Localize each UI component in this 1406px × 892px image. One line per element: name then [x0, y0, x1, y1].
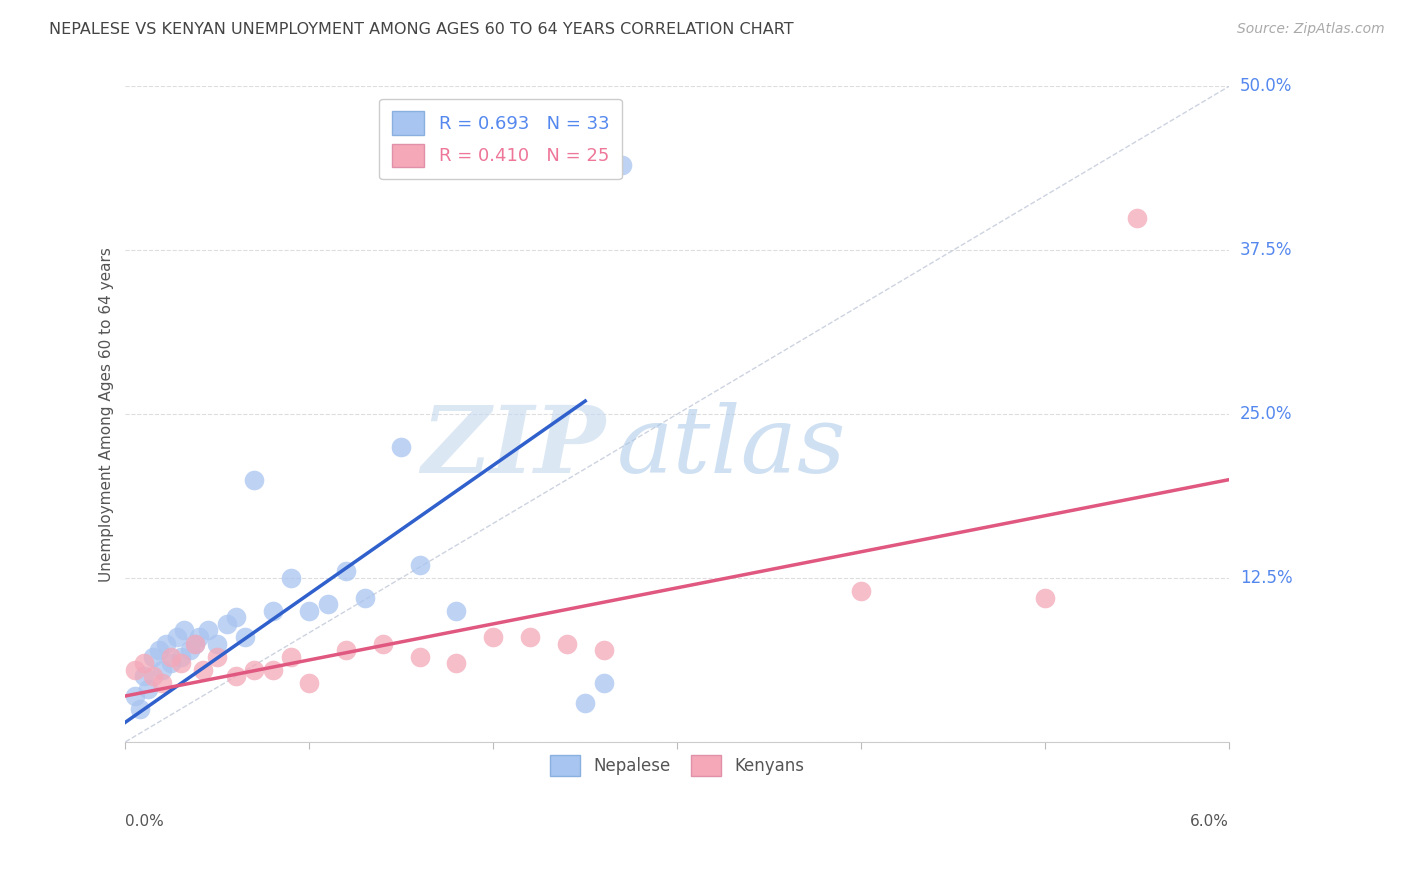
Point [389, 440, 412, 454]
Point [262, 663, 284, 677]
Point [160, 649, 183, 664]
Point [409, 649, 432, 664]
Point [280, 649, 302, 664]
Point [1033, 591, 1056, 605]
Point [555, 636, 578, 650]
Point [592, 676, 614, 690]
Point [191, 663, 214, 677]
Point [371, 636, 394, 650]
Point [316, 597, 339, 611]
Text: 25.0%: 25.0% [1240, 405, 1292, 423]
Point [215, 616, 238, 631]
Text: 6.0%: 6.0% [1189, 814, 1229, 829]
Point [166, 630, 188, 644]
Point [148, 643, 170, 657]
Point [124, 663, 146, 677]
Point [136, 682, 159, 697]
Point [298, 604, 321, 618]
Point [129, 702, 152, 716]
Point [335, 643, 357, 657]
Point [160, 656, 183, 670]
Point [188, 630, 211, 644]
Point [169, 649, 191, 664]
Text: atlas: atlas [616, 402, 846, 491]
Point [233, 630, 256, 644]
Point [150, 676, 173, 690]
Text: 37.5%: 37.5% [1240, 242, 1292, 260]
Point [574, 696, 596, 710]
Text: NEPALESE VS KENYAN UNEMPLOYMENT AMONG AGES 60 TO 64 YEARS CORRELATION CHART: NEPALESE VS KENYAN UNEMPLOYMENT AMONG AG… [49, 22, 794, 37]
Point [155, 636, 177, 650]
Text: 50.0%: 50.0% [1240, 78, 1292, 95]
Point [335, 565, 357, 579]
Point [173, 624, 195, 638]
Point [179, 643, 201, 657]
Point [184, 636, 207, 650]
Point [142, 669, 165, 683]
Legend: Nepalese, Kenyans: Nepalese, Kenyans [540, 745, 814, 786]
Text: 0.0%: 0.0% [125, 814, 165, 829]
Point [353, 591, 375, 605]
Point [132, 669, 155, 683]
Y-axis label: Unemployment Among Ages 60 to 64 years: Unemployment Among Ages 60 to 64 years [100, 247, 114, 582]
Point [225, 669, 247, 683]
Point [1126, 211, 1149, 225]
Point [592, 643, 614, 657]
Point [519, 630, 541, 644]
Point [184, 636, 207, 650]
Point [197, 624, 219, 638]
Text: Source: ZipAtlas.com: Source: ZipAtlas.com [1237, 22, 1385, 37]
Text: 12.5%: 12.5% [1240, 569, 1292, 587]
Point [207, 649, 229, 664]
Point [132, 656, 155, 670]
Point [409, 558, 432, 572]
Point [298, 676, 321, 690]
Point [225, 610, 247, 624]
Point [243, 663, 266, 677]
Point [446, 604, 468, 618]
Text: ZIP: ZIP [422, 402, 606, 491]
Point [262, 604, 284, 618]
Point [280, 571, 302, 585]
Point [610, 158, 633, 172]
Point [142, 649, 165, 664]
Point [207, 636, 229, 650]
Point [150, 663, 173, 677]
Point [849, 584, 872, 599]
Point [124, 689, 146, 703]
Point [482, 630, 505, 644]
Point [446, 656, 468, 670]
Point [243, 473, 266, 487]
Point [169, 656, 191, 670]
